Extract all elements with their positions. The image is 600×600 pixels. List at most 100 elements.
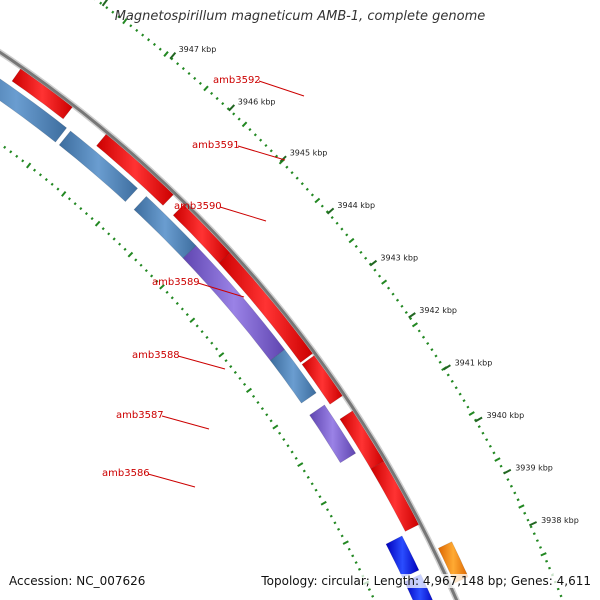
ruler-tick: [101, 227, 105, 231]
ruler-tick: [548, 566, 551, 570]
ruler-tick: [229, 365, 233, 369]
kbp-tick-label: 3946 kbp: [238, 97, 276, 106]
ruler-tick: [117, 15, 121, 19]
ruler-tick: [243, 382, 247, 386]
ruler-tick: [193, 76, 197, 80]
ruler-tick: [506, 478, 510, 481]
ruler-tick: [9, 150, 13, 154]
backbone: [0, 50, 459, 600]
kbp-tick: [369, 259, 378, 267]
ruler-tick: [200, 330, 204, 334]
ruler-tick: [395, 298, 400, 302]
ruler-tick: [210, 91, 214, 95]
ruler-tick: [367, 588, 371, 591]
gene-label-amb3592: amb3592: [213, 75, 261, 86]
ruler-tick: [238, 376, 242, 380]
ruler-tick: [150, 274, 154, 278]
ruler-tick: [224, 359, 228, 363]
ruler-tick: [320, 204, 324, 208]
kbp-tick: [528, 521, 538, 527]
ruler-tick: [462, 399, 466, 403]
gene-label-amb3589: amb3589: [152, 277, 200, 288]
ruler-tick: [485, 438, 489, 442]
gene-block-forward-0: [11, 68, 73, 120]
ruler-tick: [127, 251, 134, 258]
ruler-tick: [215, 96, 219, 101]
kbp-tick: [503, 468, 512, 475]
ruler-tick: [450, 379, 454, 383]
ruler-tick: [84, 212, 88, 216]
ruler-tick: [180, 307, 184, 311]
ruler-tick: [290, 171, 294, 175]
ruler-tick: [325, 508, 330, 512]
ruler-tick: [354, 244, 358, 248]
kbp-tick-label: 3939 kbp: [515, 464, 553, 473]
ruler-tick: [345, 233, 349, 237]
gene-leader-line: [161, 415, 210, 430]
ruler-tick: [79, 207, 83, 211]
ruler-tick: [272, 424, 279, 430]
ruler-tick: [123, 247, 127, 251]
gene-leader-line: [177, 355, 226, 370]
ruler-tick: [477, 425, 481, 429]
ruler-tick: [73, 202, 77, 206]
kbp-tick: [169, 51, 177, 60]
ruler-tick: [195, 324, 199, 328]
genes-layer: [0, 68, 469, 600]
ruler-tick: [90, 217, 94, 221]
ruler-tick: [252, 394, 256, 398]
ruler-tick: [474, 418, 478, 422]
ruler-tick: [330, 216, 334, 220]
ruler-tick: [176, 62, 180, 66]
ruler-tick: [306, 475, 310, 479]
ruler-tick: [426, 341, 430, 345]
ruler-tick: [189, 317, 196, 323]
ruler-tick: [359, 250, 363, 254]
ruler-tick: [545, 559, 549, 563]
ruler-tick: [112, 237, 116, 241]
kbp-tick: [228, 104, 236, 112]
ruler-tick: [185, 313, 189, 317]
ruler-tick: [513, 491, 517, 495]
kbp-tick-label: 3942 kbp: [419, 306, 457, 315]
gene-block-reverse-2: [58, 130, 139, 203]
ruler-tick: [139, 263, 143, 267]
ruler-tick: [285, 165, 289, 169]
ruler-tick: [354, 561, 358, 564]
ruler-tick: [3, 145, 7, 149]
ruler-tick: [282, 437, 286, 441]
ruler-tick: [300, 182, 304, 186]
gene-block-forward-1: [96, 133, 174, 206]
ruler-tick: [333, 521, 337, 525]
ruler-tick: [226, 107, 230, 111]
accession-text: Accession: NC_007626: [9, 574, 146, 588]
ruler-tick: [165, 290, 169, 294]
ruler-tick: [248, 127, 252, 132]
ruler-tick: [256, 400, 260, 405]
ruler-tick: [458, 392, 462, 396]
ruler-tick: [348, 237, 355, 244]
ruler-tick: [540, 552, 547, 557]
gene-leader-line: [237, 145, 286, 161]
ruler-tick: [159, 284, 165, 290]
ruler-tick: [430, 348, 434, 352]
kbp-tick-label: 3944 kbp: [337, 201, 375, 210]
ruler-tick: [26, 162, 32, 169]
ruler-tick: [269, 419, 273, 423]
ruler-tick: [492, 451, 496, 455]
ruler-tick: [269, 149, 273, 153]
backbone-layer: [0, 48, 460, 600]
ruler-tick: [215, 347, 219, 351]
ruler-tick: [181, 66, 185, 71]
ruler-tick: [378, 274, 382, 278]
ruler-tick: [302, 469, 306, 473]
ruler-tick: [340, 227, 344, 231]
ruler-tick: [94, 220, 101, 227]
kbp-tick-label: 3947 kbp: [179, 45, 217, 54]
ruler-tick: [21, 159, 25, 163]
kbp-tick-label: 3943 kbp: [380, 254, 418, 263]
ruler-tick: [320, 500, 327, 506]
ruler-tick: [134, 258, 138, 262]
ruler-tick: [264, 143, 268, 148]
ruler-tick: [278, 431, 282, 435]
